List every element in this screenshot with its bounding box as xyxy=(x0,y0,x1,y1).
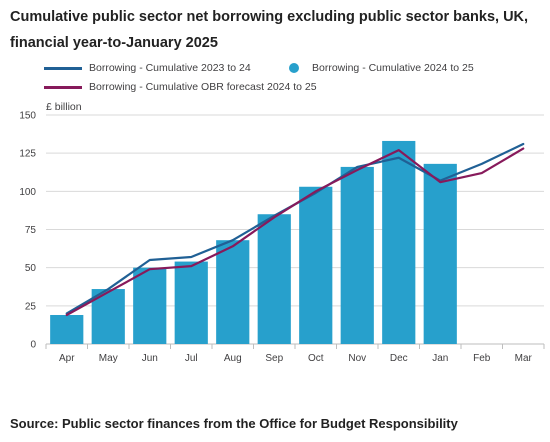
source-note: Source: Public sector finances from the … xyxy=(10,416,458,431)
bars-2024-25 xyxy=(50,140,457,344)
chart-legend: Borrowing - Cumulative 2023 to 24 Borrow… xyxy=(0,0,550,100)
line-obr-forecast-2024-25 xyxy=(65,147,525,317)
legend-item-2024-25: Borrowing - Cumulative 2024 to 25 xyxy=(289,62,474,74)
lines xyxy=(65,142,525,317)
bar-oct xyxy=(299,186,333,344)
bar-jun xyxy=(133,267,167,344)
y-axis-unit-label: £ billion xyxy=(46,101,82,113)
legend-label-2023-24: Borrowing - Cumulative 2023 to 24 xyxy=(89,62,251,74)
legend-swatch-2023-24 xyxy=(44,66,82,70)
x-tick-label-may: May xyxy=(99,353,118,364)
x-tick-label-dec: Dec xyxy=(390,353,408,364)
bar-aug xyxy=(216,240,250,344)
bar-jan xyxy=(423,163,457,344)
chart-plot: 0 25 50 75 100 125 150 Apr May Jun Jul Aug Sep Oct Nov… xyxy=(19,111,545,365)
legend-label-2024-25: Borrowing - Cumulative 2024 to 25 xyxy=(312,62,474,74)
x-tick-label-aug: Aug xyxy=(224,353,242,364)
x-tick-label-feb: Feb xyxy=(473,353,491,364)
y-tick-label-75: 75 xyxy=(25,225,37,236)
bar-nov xyxy=(340,166,374,344)
bar-jul xyxy=(174,261,208,344)
y-tick-label-0: 0 xyxy=(30,340,36,351)
bar-dec xyxy=(382,140,416,344)
bar-apr xyxy=(50,314,84,344)
legend-swatch-2024-25 xyxy=(289,63,299,73)
legend-item-2023-24: Borrowing - Cumulative 2023 to 24 xyxy=(44,62,251,74)
y-tick-label-100: 100 xyxy=(19,187,36,198)
bar-sep xyxy=(257,214,291,344)
y-tick-label-25: 25 xyxy=(25,301,37,312)
legend-label-obr: Borrowing - Cumulative OBR forecast 2024… xyxy=(89,81,317,93)
x-tick-label-jun: Jun xyxy=(142,353,158,364)
y-tick-label-50: 50 xyxy=(25,263,37,274)
x-tick-label-mar: Mar xyxy=(515,353,533,364)
x-tick-label-jan: Jan xyxy=(432,353,448,364)
x-tick-label-apr: Apr xyxy=(59,353,75,364)
x-tick-label-nov: Nov xyxy=(348,353,366,364)
y-tick-label-150: 150 xyxy=(19,111,36,122)
x-tick-label-oct: Oct xyxy=(308,353,324,364)
gridlines xyxy=(45,114,545,349)
x-tick-label-jul: Jul xyxy=(185,353,198,364)
x-tick-label-sep: Sep xyxy=(265,353,283,364)
y-tick-label-125: 125 xyxy=(19,149,36,160)
tick-labels: 0 25 50 75 100 125 150 Apr May Jun Jul Aug Sep Oct Nov… xyxy=(19,111,532,365)
legend-swatch-obr xyxy=(44,85,82,89)
legend-item-obr: Borrowing - Cumulative OBR forecast 2024… xyxy=(44,81,317,93)
chart-title: Cumulative public sector net borrowing e… xyxy=(10,9,529,51)
